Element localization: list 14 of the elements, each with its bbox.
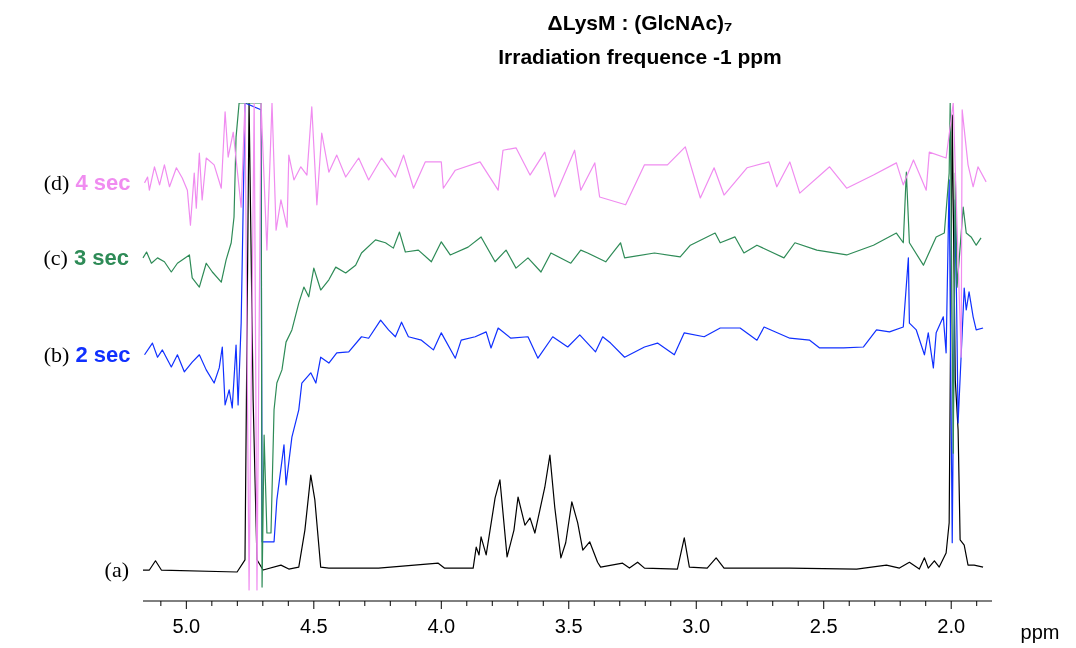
x-tick-label: 4.5: [299, 615, 328, 637]
x-tick-label: 4.0: [427, 615, 456, 637]
x-axis-title: ppm: [1020, 621, 1060, 643]
series-label: (a): [104, 557, 129, 583]
x-tick-label: 5.0: [172, 615, 201, 637]
x-tick-label: 3.0: [682, 615, 711, 637]
x-tick-label: 3.5: [554, 615, 583, 637]
series-label: (b) 2 sec: [43, 341, 131, 367]
series-label: (d) 4 sec: [43, 169, 131, 195]
chart-title: ΔLysM : (GlcNAc)₇: [547, 11, 733, 34]
chart-subtitle: Irradiation frequence -1 ppm: [498, 45, 782, 68]
x-tick-label: 2.0: [937, 615, 966, 637]
x-tick-label: 2.5: [809, 615, 838, 637]
series-label: (c) 3 sec: [43, 244, 129, 270]
